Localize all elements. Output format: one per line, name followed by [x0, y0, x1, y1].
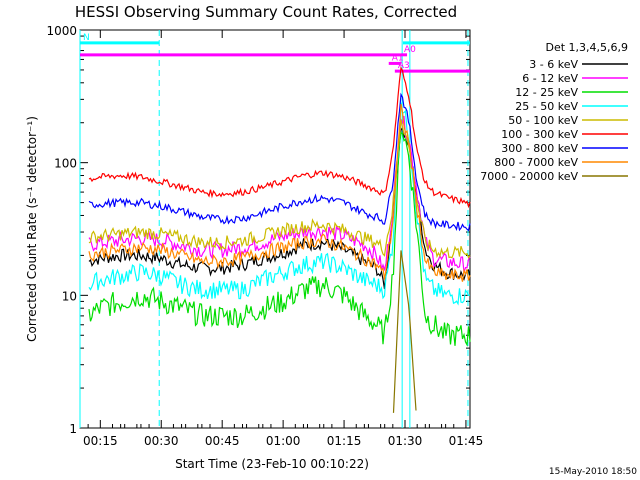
legend-label: 300 - 800 keV [501, 142, 578, 155]
x-tick-label: 01:45 [449, 434, 484, 448]
x-tick-label: 01:00 [266, 434, 301, 448]
x-tick-label: 01:30 [388, 434, 423, 448]
annotation-label: A1 [392, 53, 404, 63]
legend-label: 25 - 50 keV [515, 100, 578, 113]
series-line [392, 250, 417, 413]
legend-label: 100 - 300 keV [501, 128, 578, 141]
annotation-label: A3 [398, 61, 410, 71]
legend-label: 12 - 25 keV [515, 86, 578, 99]
x-tick-label: 00:15 [83, 434, 118, 448]
annotation-label: N [83, 33, 90, 43]
y-axis-label: Corrected Count Rate (s⁻¹ detector⁻¹) [25, 116, 39, 342]
chart-title: HESSI Observing Summary Count Rates, Cor… [75, 3, 457, 21]
legend-label: 3 - 6 keV [529, 58, 578, 71]
series-line [88, 103, 471, 282]
series-line [88, 66, 471, 209]
legend-label: 7000 - 20000 keV [480, 170, 578, 183]
x-axis-label: Start Time (23-Feb-10 00:10:22) [175, 457, 369, 471]
y-tick-label: 10 [62, 289, 77, 303]
plot-area: 1 10 100 1000 00:15 00:30 00:45 01:00 01:15 01:30… [46, 24, 483, 448]
x-tick-label: 00:30 [144, 434, 179, 448]
legend-label: 800 - 7000 keV [494, 156, 578, 169]
y-tick-label: 100 [54, 157, 77, 171]
y-tick-label: 1 [69, 422, 77, 436]
series-line [88, 102, 471, 306]
series-line [88, 119, 471, 259]
legend-title: Det 1,3,4,5,6,9 [545, 41, 628, 54]
footer-timestamp: 15-May-2010 18:50 [549, 467, 637, 477]
series-line [88, 131, 471, 347]
series-line [88, 92, 471, 232]
legend-label: 50 - 100 keV [508, 114, 578, 127]
legend-label: 6 - 12 keV [522, 72, 578, 85]
x-tick-label: 01:15 [327, 434, 362, 448]
x-tick-label: 00:45 [205, 434, 240, 448]
y-tick-label: 1000 [46, 24, 77, 38]
annotation-label: A0 [404, 45, 416, 55]
